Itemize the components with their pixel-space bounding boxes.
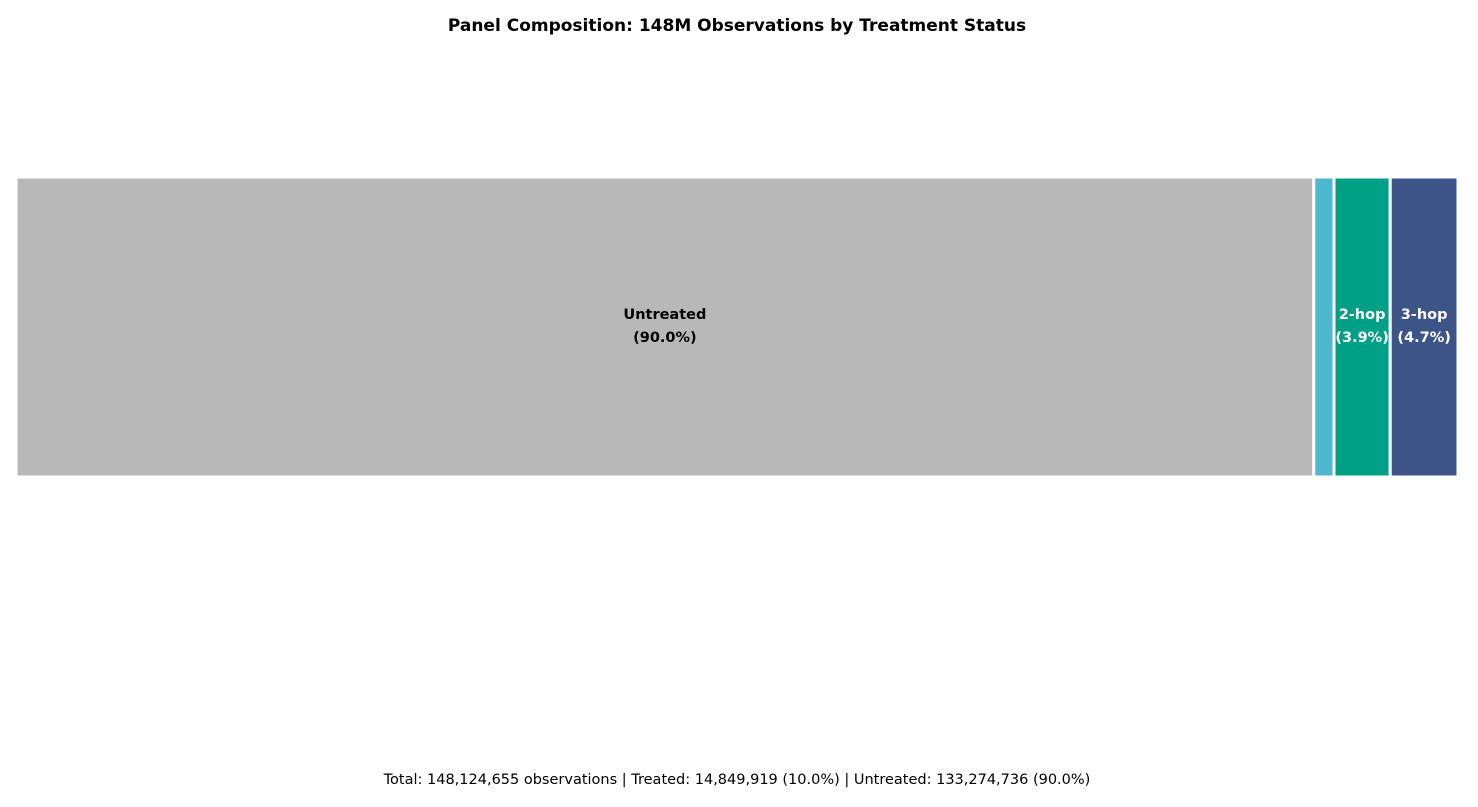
chart-title: Panel Composition: 148M Observations by … xyxy=(448,16,1026,36)
bar-segment xyxy=(1332,175,1392,479)
footnote: Total: 148,124,655 observations | Treate… xyxy=(383,772,1091,788)
segment-label: 2-hop xyxy=(1339,307,1386,323)
bar-segment xyxy=(14,175,1316,479)
segment-value-label: (4.7%) xyxy=(1397,330,1450,346)
segment-value-label: (90.0%) xyxy=(633,330,697,346)
bar-segment xyxy=(1388,175,1460,479)
segment-value-label: (3.9%) xyxy=(1335,330,1388,346)
bar-segment xyxy=(1312,175,1336,479)
segment-label: 3-hop xyxy=(1401,307,1448,323)
segment-label: Untreated xyxy=(623,307,706,323)
